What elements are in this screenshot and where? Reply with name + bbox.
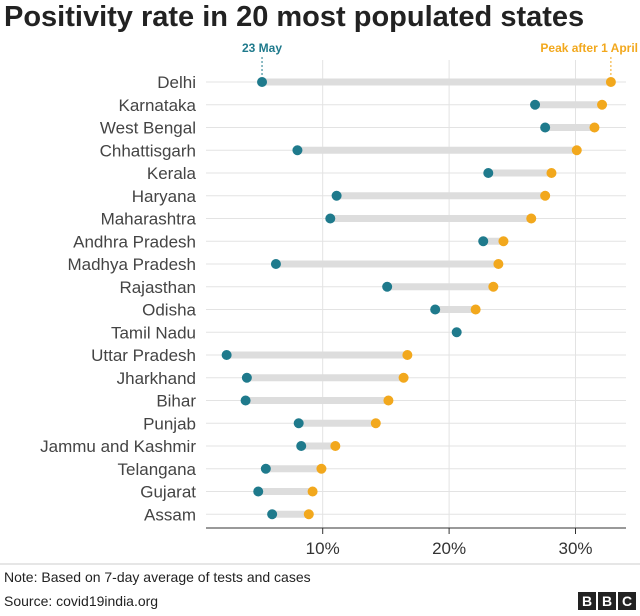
data-points bbox=[221, 77, 616, 520]
state-label-karnataka: Karnataka bbox=[119, 96, 197, 115]
x-ticks: 10% 20% 30% bbox=[306, 528, 593, 558]
may23-point-haryana bbox=[331, 190, 342, 201]
tick-label-20: 20% bbox=[432, 539, 466, 558]
may23-point-karnataka bbox=[530, 99, 541, 110]
may23-point-odisha bbox=[430, 304, 441, 315]
peak-point-punjab bbox=[370, 418, 381, 429]
state-label-jammu-and-kashmir: Jammu and Kashmir bbox=[40, 437, 196, 456]
peak-point-west-bengal bbox=[589, 122, 600, 133]
may23-point-punjab bbox=[293, 418, 304, 429]
state-label-punjab: Punjab bbox=[143, 414, 196, 433]
peak-point-uttar-pradesh bbox=[402, 350, 413, 360]
peak-point-delhi bbox=[605, 77, 616, 87]
range-tracks bbox=[226, 78, 611, 518]
state-label-andhra-pradesh: Andhra Pradesh bbox=[73, 232, 196, 251]
series-label-may23: 23 May bbox=[242, 41, 282, 55]
may23-point-assam bbox=[267, 509, 278, 520]
peak-point-rajasthan bbox=[488, 281, 499, 292]
state-label-chhattisgarh: Chhattisgarh bbox=[100, 141, 196, 160]
bbc-logo-letter-3: C bbox=[622, 593, 632, 609]
state-label-tamil-nadu: Tamil Nadu bbox=[111, 323, 196, 342]
state-label-madhya-pradesh: Madhya Pradesh bbox=[67, 255, 196, 274]
state-labels: Delhi Karnataka West Bengal Chhattisgarh Ker… bbox=[40, 73, 196, 524]
bbc-logo-letter-1: B bbox=[582, 593, 592, 609]
state-label-assam: Assam bbox=[144, 505, 196, 524]
peak-point-assam bbox=[303, 509, 314, 520]
series-leaders bbox=[261, 57, 612, 76]
may23-point-jharkhand bbox=[241, 372, 252, 383]
state-label-delhi: Delhi bbox=[157, 73, 196, 92]
may23-point-west-bengal bbox=[540, 122, 551, 133]
footer-note: Note: Based on 7-day average of tests an… bbox=[4, 569, 311, 585]
state-label-jharkhand: Jharkhand bbox=[117, 369, 196, 388]
peak-point-gujarat bbox=[307, 486, 318, 497]
peak-point-karnataka bbox=[597, 99, 608, 110]
state-label-west-bengal: West Bengal bbox=[100, 119, 196, 138]
series-label-peak: Peak after 1 April bbox=[540, 41, 638, 55]
peak-point-maharashtra bbox=[526, 213, 537, 224]
may23-point-maharashtra bbox=[325, 213, 336, 224]
bbc-logo-letter-2: B bbox=[602, 593, 612, 609]
tick-label-30: 30% bbox=[558, 539, 592, 558]
state-label-maharashtra: Maharashtra bbox=[101, 210, 197, 229]
state-label-uttar-pradesh: Uttar Pradesh bbox=[91, 346, 196, 365]
may23-point-kerala bbox=[483, 168, 494, 178]
state-label-telangana: Telangana bbox=[118, 460, 197, 479]
may23-point-chhattisgarh bbox=[292, 145, 303, 156]
state-label-haryana: Haryana bbox=[132, 187, 197, 206]
peak-point-kerala bbox=[546, 168, 557, 178]
chart-title: Positivity rate in 20 most populated sta… bbox=[4, 1, 584, 33]
state-label-odisha: Odisha bbox=[142, 301, 196, 320]
may23-point-uttar-pradesh bbox=[221, 350, 232, 360]
state-label-bihar: Bihar bbox=[156, 392, 196, 411]
peak-point-odisha bbox=[470, 304, 481, 315]
may23-point-jammu-and-kashmir bbox=[296, 441, 307, 451]
bbc-logo-block-2 bbox=[598, 592, 616, 610]
state-label-rajasthan: Rajasthan bbox=[119, 278, 196, 297]
may23-point-telangana bbox=[260, 463, 271, 474]
peak-point-jammu-and-kashmir bbox=[330, 441, 341, 451]
peak-point-haryana bbox=[540, 190, 551, 201]
peak-point-jharkhand bbox=[398, 372, 409, 383]
peak-point-andhra-pradesh bbox=[498, 236, 509, 247]
state-label-kerala: Kerala bbox=[147, 164, 197, 183]
may23-point-rajasthan bbox=[382, 281, 393, 292]
bbc-logo-block-3 bbox=[618, 592, 636, 610]
peak-point-bihar bbox=[383, 395, 394, 406]
peak-point-madhya-pradesh bbox=[493, 259, 504, 269]
bbc-logo-block-1 bbox=[578, 592, 596, 610]
may23-point-bihar bbox=[240, 395, 251, 406]
tick-label-10: 10% bbox=[306, 539, 340, 558]
may23-point-tamil-nadu bbox=[451, 327, 462, 338]
may23-point-andhra-pradesh bbox=[478, 236, 489, 247]
may23-point-delhi bbox=[257, 77, 268, 87]
peak-point-telangana bbox=[316, 463, 327, 474]
peak-point-chhattisgarh bbox=[571, 145, 582, 156]
state-label-gujarat: Gujarat bbox=[140, 483, 196, 502]
footer-source: Source: covid19india.org bbox=[4, 593, 158, 609]
series-labels: 23 May Peak after 1 April bbox=[242, 41, 638, 55]
may23-point-gujarat bbox=[253, 486, 264, 497]
may23-point-madhya-pradesh bbox=[270, 259, 281, 269]
